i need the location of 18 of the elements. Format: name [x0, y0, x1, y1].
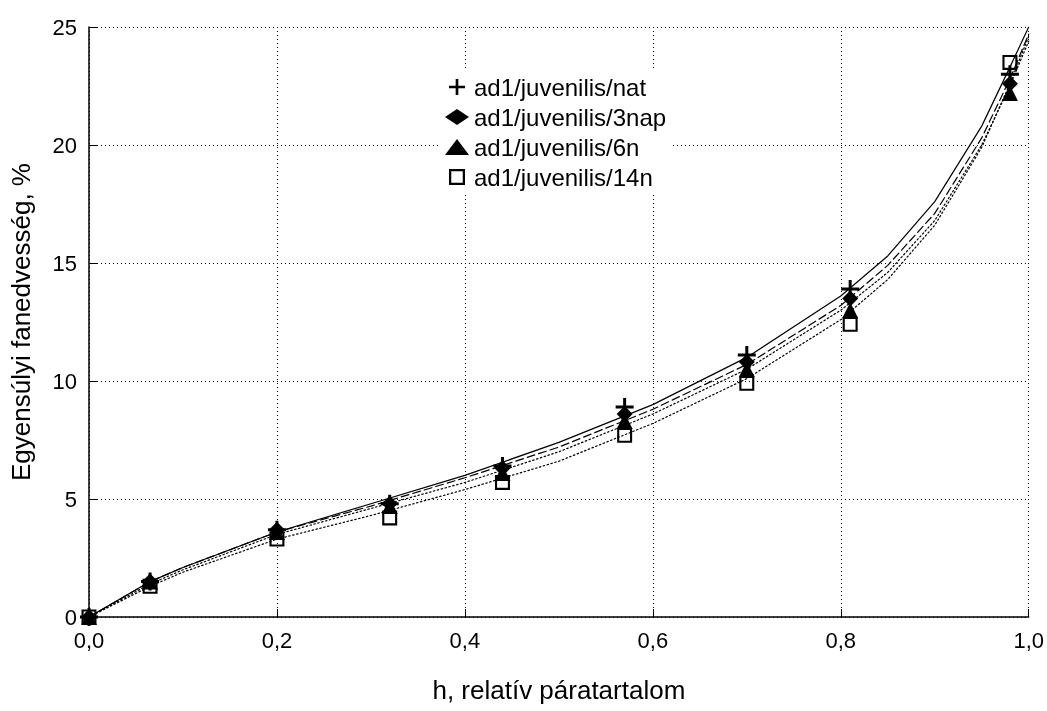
x-tick-label: 0,0 — [73, 627, 105, 653]
x-tick-label: 0,2 — [261, 627, 293, 653]
legend-label: ad1/juvenilis/nat — [474, 73, 647, 101]
y-tick-label: 20 — [52, 132, 77, 158]
y-tick-label: 25 — [52, 14, 77, 40]
x-tick-label: 0,8 — [825, 627, 857, 653]
legend-label: ad1/juvenilis/6n — [474, 133, 640, 161]
legend-label: ad1/juvenilis/14n — [474, 163, 653, 191]
x-tick-label: 0,6 — [637, 627, 669, 653]
y-tick-label: 5 — [64, 486, 77, 512]
x-axis-title: h, relatív páratartalom — [432, 675, 686, 705]
y-tick-label: 10 — [52, 368, 77, 394]
legend-label: ad1/juvenilis/3nap — [474, 103, 667, 131]
y-tick-label: 15 — [52, 250, 77, 276]
x-tick-label: 1,0 — [1013, 627, 1045, 653]
y-axis-title: Egyensúlyi fanedvesség, % — [6, 163, 36, 481]
x-tick-label: 0,4 — [449, 627, 481, 653]
y-tick-label: 0 — [64, 604, 77, 630]
